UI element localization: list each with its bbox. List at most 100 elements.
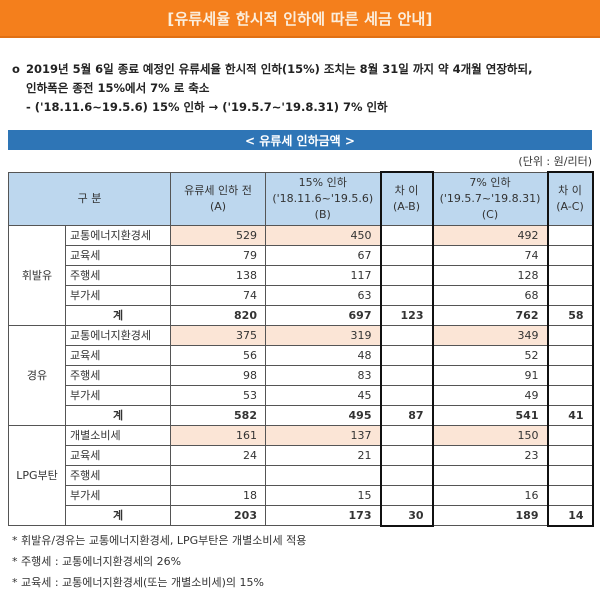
total-ac: 14 [546, 504, 594, 527]
header-b: 15% 인하 ('18.11.6~'19.5.6)(B) [265, 171, 381, 226]
value-ab [379, 444, 434, 466]
table-total-row: 계 582 495 87 541 41 [9, 404, 594, 426]
value-a: 56 [170, 344, 266, 366]
value-ab [379, 464, 434, 486]
tax-item-label: 교육세 [65, 344, 171, 366]
total-c: 541 [432, 404, 548, 426]
fuel-category: 휘발유 [8, 224, 66, 326]
tax-item-label: 교육세 [65, 244, 171, 266]
value-c: 52 [432, 344, 548, 366]
value-ac [546, 244, 594, 266]
value-ab [379, 364, 434, 386]
tax-item-label: 주행세 [65, 364, 171, 386]
value-b: 15 [265, 484, 381, 506]
header-ab: 차 이 (A-B) [379, 171, 434, 226]
intro-line-1: o 2019년 5월 6일 종료 예정인 유류세율 한시적 인하(15%) 조치는… [12, 60, 597, 79]
value-ac [546, 344, 594, 366]
total-ab: 30 [379, 504, 434, 527]
value-b: 83 [265, 364, 381, 386]
value-b [265, 464, 381, 486]
fuel-category: LPG부탄 [8, 424, 66, 526]
value-a: 529 [170, 224, 266, 246]
footnote-3: * 교육세 : 교통에너지환경세(또는 개별소비세)의 15% [12, 576, 264, 589]
value-a: 138 [170, 264, 266, 286]
header-c: 7% 인하 ('19.5.7~'19.8.31)(C) [432, 171, 548, 226]
value-ac [546, 324, 594, 346]
total-ac: 41 [546, 404, 594, 426]
value-ac [546, 364, 594, 386]
value-ac [546, 224, 594, 246]
total-label: 계 [65, 504, 171, 526]
total-c: 762 [432, 304, 548, 326]
table-row: 부가세 53 45 49 [9, 384, 594, 406]
value-b: 45 [265, 384, 381, 406]
value-ac [546, 424, 594, 446]
value-b: 450 [265, 224, 381, 246]
value-b: 63 [265, 284, 381, 306]
value-c: 68 [432, 284, 548, 306]
value-c: 492 [432, 224, 548, 246]
table-row: 교육세 56 48 52 [9, 344, 594, 366]
value-c [432, 464, 548, 486]
total-a: 820 [170, 304, 266, 326]
table-total-row: 계 820 697 123 762 58 [9, 304, 594, 326]
footnote-2: * 주행세 : 교통에너지환경세의 26% [12, 555, 182, 568]
tax-item-label: 부가세 [65, 484, 171, 506]
table-row: 부가세 74 63 68 [9, 284, 594, 306]
table-row: 교육세 79 67 74 [9, 244, 594, 266]
intro-text: o 2019년 5월 6일 종료 예정인 유류세율 한시적 인하(15%) 조치는… [12, 60, 597, 117]
value-a: 79 [170, 244, 266, 266]
table-row: 주행세 [9, 464, 594, 486]
value-ab [379, 424, 434, 446]
total-label: 계 [65, 304, 171, 326]
tax-item-label: 개별소비세 [65, 424, 171, 446]
value-ab [379, 484, 434, 506]
section-title: < 유류세 인하금액 > [8, 130, 592, 150]
bullet-icon: o [12, 62, 20, 76]
tax-item-label: 주행세 [65, 264, 171, 286]
table-row: 부가세 18 15 16 [9, 484, 594, 506]
total-b: 173 [265, 504, 381, 526]
header-category: 구 분 [8, 171, 171, 226]
tax-table: 구 분 유류세 인하 전 (A) 15% 인하 ('18.11.6~'19.5.6)… [8, 171, 594, 527]
total-label: 계 [65, 404, 171, 426]
tax-item-label: 교통에너지환경세 [65, 224, 171, 246]
intro-line-3: - ('18.11.6~19.5.6) 15% 인하 → ('19.5.7~'1… [26, 100, 388, 114]
table-header-row: 구 분 유류세 인하 전 (A) 15% 인하 ('18.11.6~'19.5.6)… [8, 171, 594, 226]
value-c: 349 [432, 324, 548, 346]
table-row: 교육세 24 21 23 [9, 444, 594, 466]
value-ab [379, 344, 434, 366]
page-title: [유류세율 한시적 인하에 따른 세금 안내] [167, 9, 433, 28]
value-b: 48 [265, 344, 381, 366]
value-c: 23 [432, 444, 548, 466]
intro-line-2: 인하폭은 종전 15%에서 7% 로 축소 [26, 81, 210, 95]
value-b: 67 [265, 244, 381, 266]
tax-item-label: 교통에너지환경세 [65, 324, 171, 346]
table-row: 주행세 138 117 128 [9, 264, 594, 286]
footnotes: * 휘발유/경유는 교통에너지환경세, LPG부탄은 개별소비세 적용 * 주행… [12, 530, 306, 593]
value-a: 375 [170, 324, 266, 346]
value-ac [546, 464, 594, 486]
footnote-1: * 휘발유/경유는 교통에너지환경세, LPG부탄은 개별소비세 적용 [12, 534, 307, 547]
fuel-category: 경유 [8, 324, 66, 426]
value-c: 49 [432, 384, 548, 406]
value-c: 91 [432, 364, 548, 386]
unit-label: (단위 : 원/리터) [518, 155, 592, 168]
value-b: 137 [265, 424, 381, 446]
value-a: 53 [170, 384, 266, 406]
value-b: 21 [265, 444, 381, 466]
table-row: LPG부탄 개별소비세 161 137 150 [8, 424, 594, 526]
header-ac: 차 이 (A-C) [546, 171, 594, 226]
title-banner: [유류세율 한시적 인하에 따른 세금 안내] [0, 0, 600, 38]
total-ab: 123 [379, 304, 434, 326]
total-ac: 58 [546, 304, 594, 326]
value-b: 319 [265, 324, 381, 346]
value-ac [546, 284, 594, 306]
value-ac [546, 384, 594, 406]
value-ab [379, 284, 434, 306]
table-total-row: 계 203 173 30 189 14 [9, 504, 594, 527]
value-ab [379, 384, 434, 406]
value-a [170, 464, 266, 486]
total-a: 203 [170, 504, 266, 526]
value-ab [379, 324, 434, 346]
